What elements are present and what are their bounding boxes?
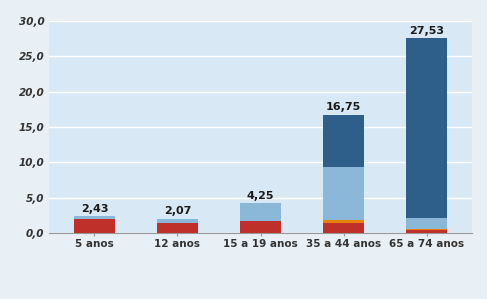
Bar bbox=[74, 216, 115, 219]
Bar bbox=[323, 115, 364, 167]
Bar bbox=[323, 167, 364, 220]
Bar bbox=[323, 220, 364, 222]
Bar bbox=[406, 229, 448, 230]
Text: 4,25: 4,25 bbox=[247, 191, 274, 201]
Bar bbox=[157, 223, 198, 233]
Bar bbox=[240, 203, 281, 221]
Bar bbox=[323, 222, 364, 233]
Bar bbox=[74, 219, 115, 233]
Text: 2,43: 2,43 bbox=[81, 204, 108, 213]
Bar bbox=[406, 38, 448, 218]
Bar bbox=[406, 218, 448, 229]
Bar bbox=[157, 222, 198, 223]
Text: 27,53: 27,53 bbox=[409, 26, 444, 36]
Bar bbox=[157, 219, 198, 222]
Bar bbox=[240, 221, 281, 233]
Text: 16,75: 16,75 bbox=[326, 102, 361, 112]
Text: 2,07: 2,07 bbox=[164, 206, 191, 216]
Bar bbox=[406, 230, 448, 233]
